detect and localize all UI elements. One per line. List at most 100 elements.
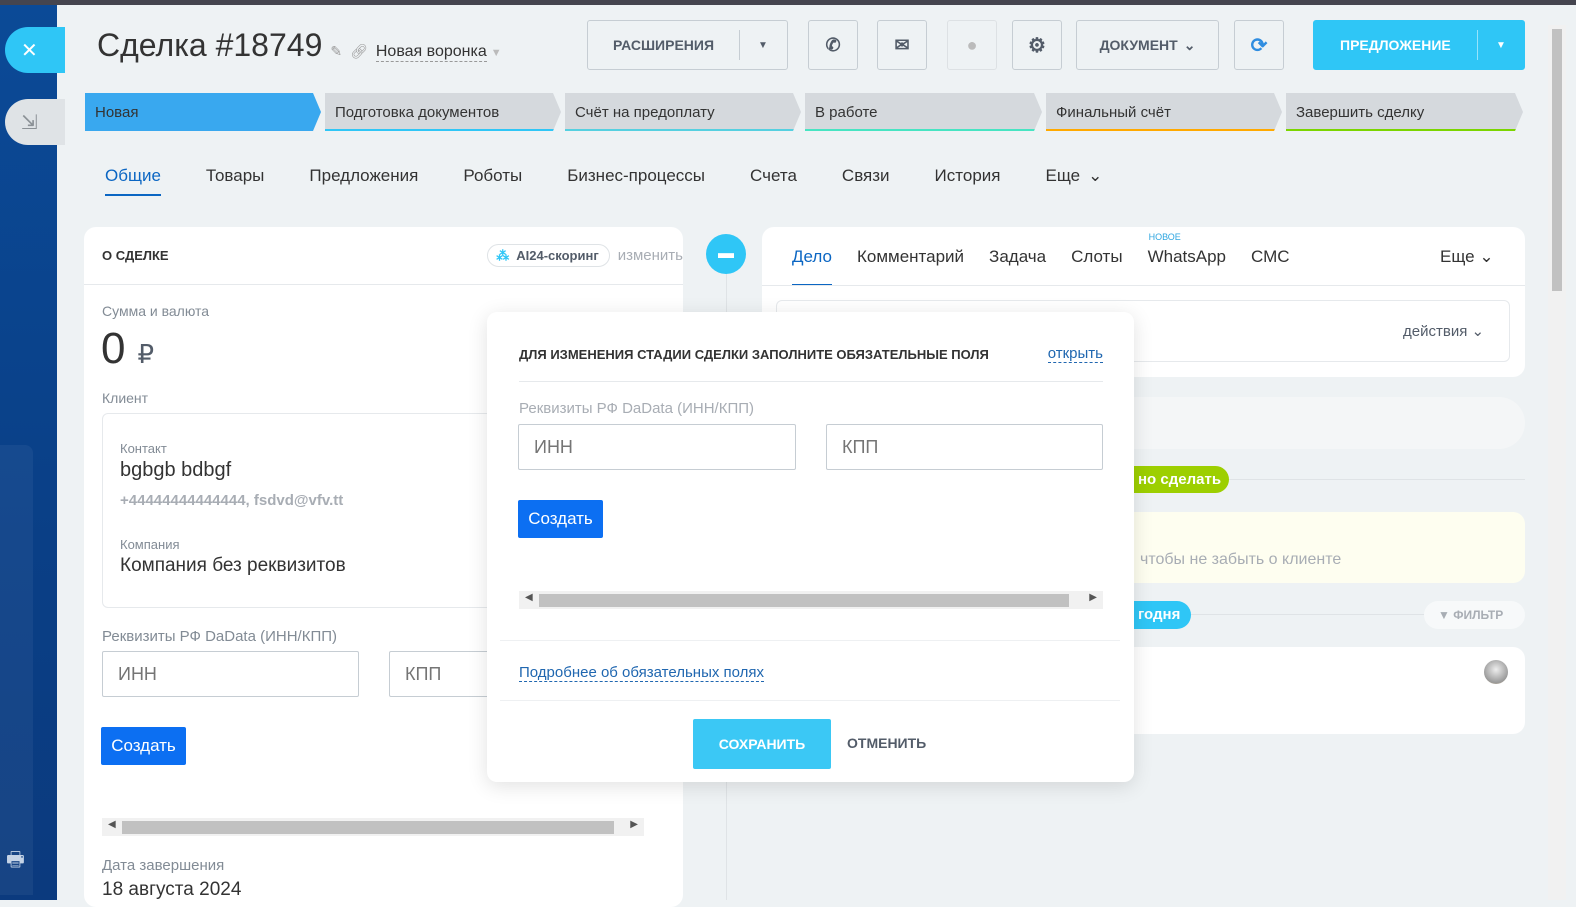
close-date: 18 августа 2024: [102, 879, 242, 900]
minimize-button[interactable]: ⇲: [5, 99, 65, 145]
popup-header: ДЛЯ ИЗМЕНЕНИЯ СТАДИИ СДЕЛКИ ЗАПОЛНИТЕ ОБ…: [519, 340, 1103, 364]
required-fields-help-link[interactable]: Подробнее об обязательных полях: [519, 664, 765, 682]
requisites-label: Реквизиты РФ DaData (ИНН/КПП): [519, 400, 755, 417]
client-label: Клиент: [102, 390, 149, 406]
timeline-tab-1[interactable]: Комментарий: [857, 247, 964, 286]
phone-icon: ✆: [825, 34, 841, 55]
sync-button[interactable]: ⟳: [1234, 20, 1284, 70]
stage-0[interactable]: Новая: [85, 93, 321, 131]
chevron-down-icon: ▼: [758, 39, 768, 51]
extensions-label: РАСШИРЕНИЯ: [613, 37, 715, 53]
stage-2[interactable]: Счёт на предоплату: [565, 93, 801, 131]
chevron-down-icon: ▼: [490, 47, 502, 59]
close-icon: ✕: [21, 39, 38, 62]
tab-5[interactable]: Счета: [750, 166, 797, 185]
kpp-input[interactable]: [826, 424, 1103, 470]
required-fields-popup: [487, 312, 1134, 782]
offer-label: ПРЕДЛОЖЕНИЕ: [1340, 37, 1451, 53]
tab-0[interactable]: Общие: [105, 166, 161, 196]
print-icon[interactable]: 🖶: [6, 849, 25, 871]
tab-1[interactable]: Товары: [205, 166, 265, 185]
open-link[interactable]: открыть: [1047, 345, 1103, 363]
contact-info: +44444444444444, fsdvd@vfv.tt: [120, 492, 344, 509]
kpp-input[interactable]: [389, 651, 499, 697]
timeline-tab-0[interactable]: Дело: [792, 247, 832, 286]
currency: ₽: [137, 339, 155, 369]
company-name[interactable]: Компания без реквизитов: [120, 555, 346, 576]
chat-button[interactable]: ●: [947, 20, 997, 70]
timeline-tab-label: Задача: [989, 247, 1047, 266]
slider-sidebar: [0, 5, 57, 900]
save-button[interactable]: СОХРАНИТЬ: [693, 719, 831, 769]
stage-1[interactable]: Подготовка документов: [325, 93, 561, 131]
contact-label: Контакт: [120, 441, 167, 456]
create-button[interactable]: Создать: [518, 500, 603, 538]
window-top-bar: [0, 0, 1576, 5]
filter-button[interactable]: ▼ ФИЛЬТР: [1424, 601, 1525, 629]
tab-8[interactable]: Еще ⌄: [1045, 166, 1102, 196]
more-label: Еще: [1440, 247, 1475, 266]
inn-input[interactable]: [102, 651, 359, 697]
sum-value: 0: [101, 324, 126, 373]
email-button[interactable]: ✉: [877, 20, 927, 70]
tab-2[interactable]: Предложения: [309, 166, 419, 185]
edit-link[interactable]: изменить: [617, 247, 683, 264]
filter-icon: ▼: [1438, 608, 1450, 622]
tab-3[interactable]: Роботы: [463, 166, 523, 185]
offer-button[interactable]: ПРЕДЛОЖЕНИЕ ▼: [1313, 20, 1525, 70]
popup-title: ДЛЯ ИЗМЕНЕНИЯ СТАДИИ СДЕЛКИ ЗАПОЛНИТЕ ОБ…: [519, 347, 989, 362]
actions-label: действия: [1403, 323, 1468, 340]
chat-icon: ●: [966, 34, 978, 55]
timeline-tab-5[interactable]: СМС: [1251, 247, 1290, 286]
timeline-tab-2[interactable]: Задача: [989, 247, 1046, 286]
company-label: Компания: [120, 537, 180, 552]
stage-label: Завершить сделку: [1296, 103, 1425, 121]
hint-text: чтобы не забыть о клиенте: [1140, 551, 1342, 568]
vertical-scrollbar[interactable]: [1548, 25, 1566, 900]
document-button[interactable]: ДОКУМЕНТ ⌄: [1076, 20, 1219, 70]
requisites-label: Реквизиты РФ DaData (ИНН/КПП): [102, 628, 338, 645]
stage-label: Финальный счёт: [1056, 103, 1171, 121]
page-title: Сделка #18749: [97, 27, 323, 63]
minimize-icon: ⇲: [21, 111, 38, 134]
timeline-tab-label: Дело: [792, 247, 832, 266]
actions-dropdown[interactable]: действия ⌄: [1403, 323, 1485, 340]
edit-pencil-icon[interactable]: ✎: [330, 43, 343, 59]
timeline-tab-4[interactable]: WhatsApp НОВОЕ: [1147, 232, 1227, 286]
create-button[interactable]: Создать: [101, 727, 186, 765]
tab-label: Еще: [1045, 166, 1081, 185]
ai-scoring-badge[interactable]: ⁂ AI24-скоринг: [487, 244, 610, 267]
ai-label: AI24-скоринг: [516, 248, 599, 263]
avatar[interactable]: [1484, 660, 1508, 684]
close-button[interactable]: ✕: [5, 27, 65, 73]
new-badge: НОВОЕ: [1148, 232, 1181, 242]
cancel-button[interactable]: ОТМЕНИТЬ: [847, 735, 927, 751]
horizontal-scrollbar[interactable]: ◀ ▶: [519, 591, 1103, 609]
divider: [519, 381, 1103, 382]
call-button[interactable]: ✆: [808, 20, 858, 70]
settings-button[interactable]: ⚙: [1012, 20, 1062, 70]
timeline-tab-3[interactable]: Слоты: [1071, 247, 1122, 286]
divider: [762, 285, 1525, 286]
timeline-tab-label: WhatsApp: [1147, 247, 1227, 266]
extensions-button[interactable]: РАСШИРЕНИЯ ▼: [587, 20, 788, 70]
link-icon[interactable]: 🔗︎: [350, 43, 368, 59]
stage-5[interactable]: Завершить сделку: [1286, 93, 1523, 131]
stage-3[interactable]: В работе: [805, 93, 1042, 131]
more-timeline-tabs[interactable]: Еще ⌄: [1440, 247, 1494, 267]
inn-input[interactable]: [518, 424, 796, 470]
chevron-down-icon: ▼: [1496, 39, 1506, 51]
mail-icon: ✉: [894, 34, 910, 55]
tab-4[interactable]: Бизнес-процессы: [567, 166, 706, 185]
section-actions: ⁂ AI24-скоринг изменить: [487, 244, 683, 267]
stage-4[interactable]: Финальный счёт: [1046, 93, 1282, 131]
tab-7[interactable]: История: [934, 166, 1001, 185]
horizontal-scrollbar[interactable]: ◀ ▶: [102, 818, 644, 836]
funnel-selector[interactable]: Новая воронка: [375, 43, 487, 62]
contact-name[interactable]: bgbgb bdbgf: [120, 459, 232, 481]
sync-icon: ⟳: [1250, 34, 1268, 57]
divider: [500, 700, 1120, 701]
ai-icon: ⁂: [496, 248, 510, 263]
tab-6[interactable]: Связи: [841, 166, 890, 185]
timeline-tab-label: Комментарий: [856, 247, 965, 266]
